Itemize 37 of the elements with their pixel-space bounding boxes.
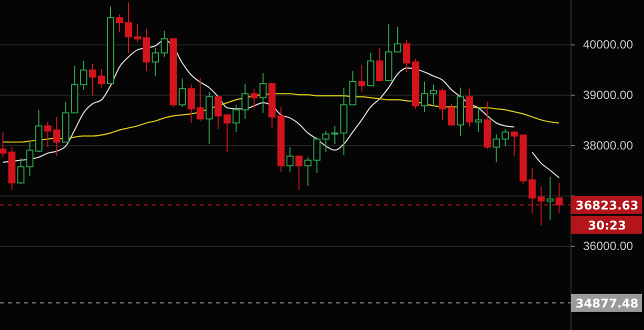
candlestick [556, 182, 563, 214]
candlestick [295, 155, 303, 190]
candlestick [286, 146, 294, 172]
candlestick [304, 156, 312, 186]
candlestick [259, 72, 267, 114]
ref-line-label: 34877.48 [575, 296, 639, 310]
y-tick-label: 39000.00 [583, 88, 634, 102]
candlestick [474, 106, 482, 132]
y-tick-label: 36000.00 [583, 239, 634, 254]
candlestick [242, 83, 249, 120]
candlestick [178, 78, 186, 108]
candlestick [116, 14, 124, 32]
candlestick [430, 84, 438, 106]
ref-line-label: 36823.63 [575, 198, 639, 212]
candlestick [98, 68, 106, 88]
candlestick [232, 104, 240, 132]
candlestick [403, 39, 410, 73]
y-tick-label: 38000.00 [583, 138, 634, 152]
candlestick [0, 132, 6, 158]
candlestick [546, 176, 554, 221]
candlestick [134, 23, 142, 42]
candlestick [160, 30, 168, 58]
candlestick [376, 47, 384, 82]
y-tick-label: 40000.00 [583, 38, 634, 52]
candlestick [420, 81, 428, 112]
candlestick [80, 60, 88, 90]
candlestick [152, 47, 159, 77]
candlestick [124, 2, 132, 54]
text: 30:23 [588, 218, 626, 232]
candlestick [313, 136, 320, 174]
candlestick [89, 63, 96, 96]
candlestick [250, 88, 258, 108]
candlestick [358, 64, 366, 92]
candlestick [206, 91, 213, 145]
candlestick [448, 103, 456, 126]
candlestick [438, 88, 446, 120]
candlestick [394, 26, 402, 53]
